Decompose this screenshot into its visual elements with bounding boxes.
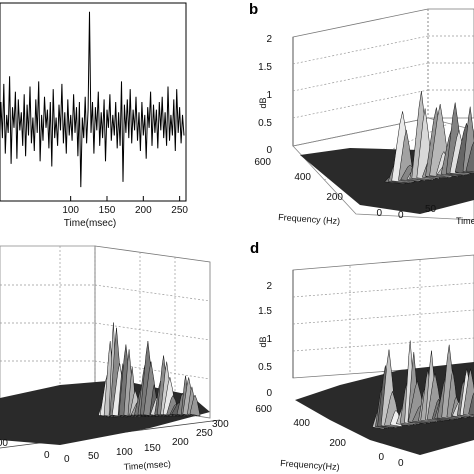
panel-c: 100 0 0 50 100 150 200 250 300 Time(msec… (0, 245, 229, 472)
panel-d-freq-tick: 400 (293, 418, 310, 429)
panel-d-back-wall (292, 254, 474, 379)
panel-b-freq-tick: 600 (254, 157, 271, 168)
panel-b-z-tick: 2 (266, 34, 272, 45)
panel-d-z-tick: 1.5 (258, 306, 272, 317)
panel-d-surface (295, 340, 474, 455)
panel-a-x-ticks: 100 150 200 250 (62, 196, 188, 216)
surface-ridge (189, 394, 201, 417)
surface-ridge (465, 140, 474, 173)
panel-b-z-tick: 1 (266, 90, 272, 101)
panel-b-z-tick: 0.5 (258, 118, 272, 129)
panel-b-freq-tick: 0 (376, 208, 382, 219)
panel-b-back-wall (292, 8, 474, 147)
panel-a-x-tick-label: 100 (62, 205, 79, 216)
panel-b-time-tick: 50 (425, 204, 437, 215)
panel-a-axes-box (0, 2, 187, 202)
panel-c-surface (0, 322, 210, 445)
panel-b-freq-tick: 200 (326, 192, 343, 203)
panel-b-z-axis-label: dB (258, 97, 268, 108)
panel-d-freq-tick: 200 (329, 438, 346, 449)
panel-c-time-tick: 100 (116, 447, 133, 458)
panel-d-letter: d (250, 240, 259, 257)
panel-b-letter: b (249, 1, 258, 18)
panel-d: d 2 1.5 1 0.5 0 dB 600 400 200 0 0 Frequ… (250, 240, 474, 472)
panel-d-z-tick: 1 (266, 334, 272, 345)
panel-d-z-tick: 0 (266, 388, 272, 399)
panel-b-freq-tick: 400 (294, 172, 311, 183)
panel-c-freq-tick: 0 (44, 450, 50, 461)
panel-b-z-tick: 0 (266, 145, 272, 156)
panel-b-z-tick: 1.5 (258, 62, 272, 73)
panel-a-x-axis-label: Time(msec) (64, 218, 116, 229)
panel-c-time-tick: 250 (196, 428, 213, 439)
panel-d-freq-tick: 600 (255, 404, 272, 415)
panel-b-surface (300, 91, 474, 214)
panel-b-time-axis-label: Time (456, 216, 474, 226)
panel-c-time-tick: 200 (172, 437, 189, 448)
panel-d-time-tick: 0 (398, 458, 404, 469)
panel-a-x-tick-label: 150 (99, 205, 116, 216)
panel-d-z-axis-label: dB (258, 336, 268, 347)
panel-b: b 2 1.5 1 0.5 0 dB 600 400 200 0 0 50 Fr… (249, 1, 474, 226)
panel-c-time-tick: 50 (88, 451, 100, 462)
panel-d-freq-axis-label: Frequency(Hz) (280, 458, 340, 472)
surface-ridge (468, 392, 474, 416)
panel-a: 100 150 200 250 Time(msec) (0, 2, 188, 229)
panel-d-z-tick: 2 (266, 281, 272, 292)
panel-c-time-tick: 0 (64, 454, 70, 465)
panel-c-time-tick: 150 (144, 443, 161, 454)
panel-b-freq-axis-label: Frequency (Hz) (278, 212, 341, 226)
panel-c-time-axis-label: Time(msec) (123, 459, 171, 472)
panel-a-x-tick-label: 200 (135, 205, 152, 216)
panel-d-freq-tick: 0 (378, 452, 384, 463)
panel-c-time-tick: 300 (212, 419, 229, 430)
panel-b-time-tick: 0 (398, 210, 404, 221)
panel-c-freq-tick: 100 (0, 438, 8, 449)
panel-a-signal-line (0, 11, 185, 188)
panel-a-x-tick-label: 250 (171, 205, 188, 216)
panel-d-z-tick: 0.5 (258, 362, 272, 373)
